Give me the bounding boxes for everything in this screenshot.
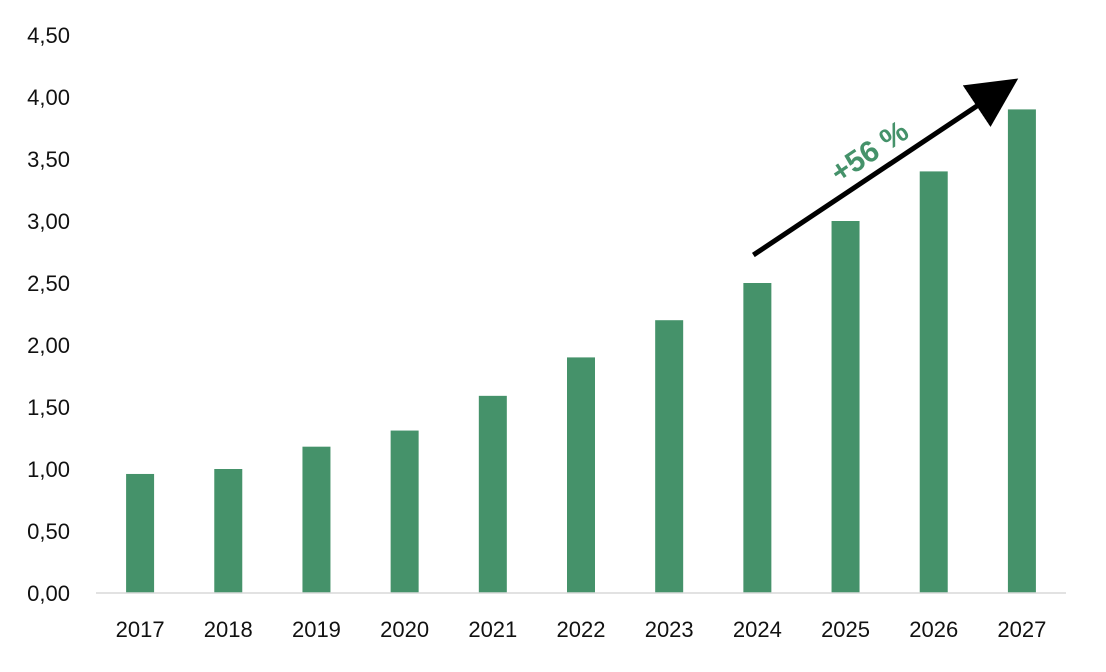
bar-2024 (743, 283, 772, 593)
growth-annotation: +56 % (751, 78, 1019, 258)
x-tick-label: 2020 (380, 617, 429, 642)
y-tick-label: 0,00 (27, 581, 70, 606)
y-tick-label: 1,00 (27, 457, 70, 482)
x-tick-label: 2024 (733, 617, 782, 642)
y-tick-label: 3,00 (27, 209, 70, 234)
x-tick-label: 2017 (116, 617, 165, 642)
x-tick-label: 2019 (292, 617, 341, 642)
bar-2020 (390, 430, 419, 593)
bar-2022 (567, 357, 595, 593)
x-tick-label: 2025 (821, 617, 870, 642)
y-tick-label: 1,50 (27, 395, 70, 420)
x-tick-label: 2021 (468, 617, 517, 642)
y-tick-label: 3,50 (27, 147, 70, 172)
y-tick-label: 2,50 (27, 271, 70, 296)
y-tick-label: 0,50 (27, 519, 70, 544)
y-tick-label: 4,00 (27, 85, 70, 110)
bars (126, 109, 1036, 594)
bar-2019 (302, 446, 331, 593)
x-tick-label: 2023 (645, 617, 694, 642)
bar-2027 (1007, 109, 1036, 594)
bar-2017 (126, 473, 155, 593)
y-axis: 0,00 0,50 1,00 1,50 2,00 2,50 3,00 3,50 4,00 4,50 (27, 23, 70, 606)
trend-arrow (751, 78, 1019, 258)
x-tick-label: 2018 (204, 617, 253, 642)
x-tick-label: 2027 (997, 617, 1046, 642)
bar-2025 (831, 221, 860, 593)
bar-2026 (919, 171, 948, 593)
y-tick-label: 2,00 (27, 333, 70, 358)
bar-2021 (478, 395, 507, 593)
x-tick-label: 2022 (557, 617, 606, 642)
y-tick-label: 4,50 (27, 23, 70, 48)
x-tick-label: 2026 (909, 617, 958, 642)
bar-2023 (655, 320, 684, 593)
x-axis: 2017 2018 2019 2020 2021 2022 2023 2024 2025 2026… (116, 617, 1047, 642)
bar-2018 (214, 469, 243, 593)
